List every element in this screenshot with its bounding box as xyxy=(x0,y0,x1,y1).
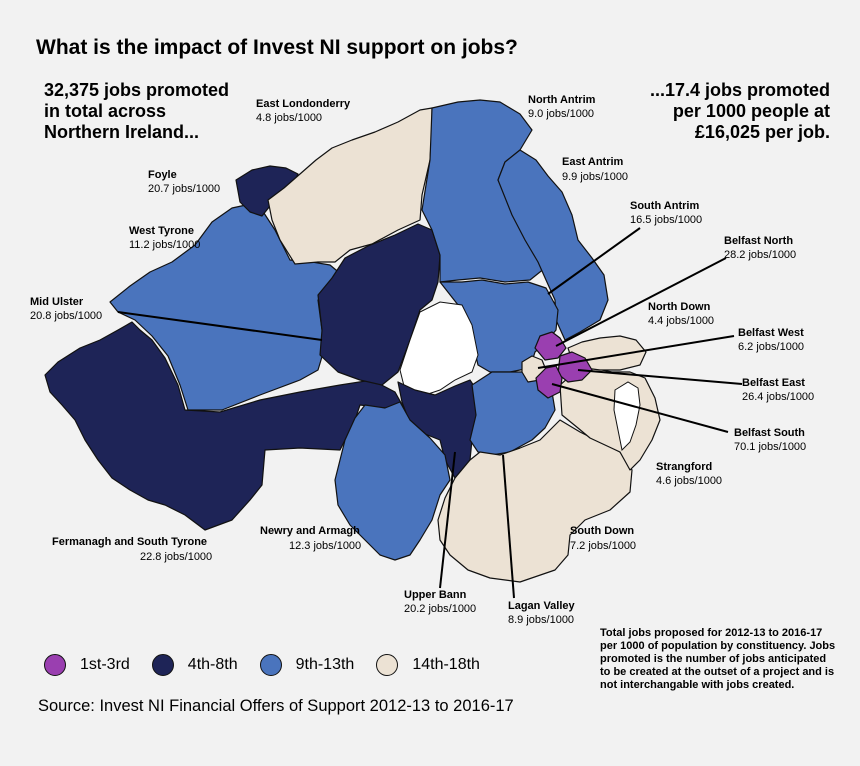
leader-line-south-antrim xyxy=(547,227,641,295)
legend-label: 14th-18th xyxy=(412,656,480,673)
label-name: Belfast North xyxy=(724,235,793,247)
total-jobs-line: Northern Ireland... xyxy=(44,122,200,142)
label-newry-and-armagh: Newry and Armagh 12.3 jobs/1000 xyxy=(260,525,361,552)
legend-swatch-9th-13th xyxy=(259,654,282,676)
label-value: 4.8 jobs/1000 xyxy=(256,112,322,124)
label-south-antrim: South Antrim 16.5 jobs/1000 xyxy=(630,200,702,226)
label-value: 22.8 jobs/1000 xyxy=(140,551,212,563)
label-fermanagh-and-south-tyrone: Fermanagh and South Tyrone 22.8 jobs/100… xyxy=(52,536,212,563)
leader-line-lagan-valley xyxy=(502,454,515,599)
label-name: Newry and Armagh xyxy=(260,525,360,537)
label-foyle: Foyle 20.7 jobs/1000 xyxy=(148,169,220,195)
legend-label: 9th-13th xyxy=(295,656,355,673)
total-jobs-line: in total across xyxy=(44,101,167,121)
leader-line-mid-ulster xyxy=(117,311,323,341)
region-fermanagh-and-south-tyrone[interactable] xyxy=(44,321,406,531)
leader-line-belfast-north xyxy=(555,257,727,347)
label-value: 28.2 jobs/1000 xyxy=(724,249,796,261)
label-west-tyrone: West Tyrone 11.2 jobs/1000 xyxy=(129,225,200,251)
legend-swatch-14th-18th xyxy=(376,654,399,676)
region-east-antrim[interactable] xyxy=(497,149,609,341)
source-note: Source: Invest NI Financial Offers of Su… xyxy=(38,697,514,715)
label-name: North Antrim xyxy=(528,94,596,106)
label-belfast-west: Belfast West 6.2 jobs/1000 xyxy=(738,327,804,353)
label-name: Belfast East xyxy=(742,377,805,389)
label-belfast-east: Belfast East 26.4 jobs/1000 xyxy=(742,377,814,403)
legend-swatch-1st-3rd xyxy=(44,654,66,676)
label-mid-ulster: Mid Ulster 20.8 jobs/1000 xyxy=(30,296,102,322)
label-value: 6.2 jobs/1000 xyxy=(738,341,804,353)
region-lagan-valley[interactable] xyxy=(469,371,556,456)
label-value: 4.4 jobs/1000 xyxy=(648,315,714,327)
leader-line-belfast-east xyxy=(577,369,743,385)
per-capita-statement: ...17.4 jobs promoted per 1000 people at… xyxy=(610,80,830,143)
legend-swatch-4th-8th xyxy=(151,654,174,676)
label-belfast-north: Belfast North 28.2 jobs/1000 xyxy=(724,235,796,261)
label-upper-bann: Upper Bann 20.2 jobs/1000 xyxy=(404,589,476,615)
leader-line-belfast-west xyxy=(537,335,735,369)
label-value: 7.2 jobs/1000 xyxy=(570,540,636,552)
label-name: Strangford xyxy=(656,461,712,473)
label-south-down: South Down 7.2 jobs/1000 xyxy=(570,525,636,552)
label-name: South Down xyxy=(570,525,634,537)
lough-neagh xyxy=(399,301,479,396)
legend-item: 14th-18th xyxy=(376,654,480,676)
label-north-antrim: North Antrim 9.0 jobs/1000 xyxy=(528,94,596,120)
total-jobs-line: 32,375 jobs promoted xyxy=(44,80,230,100)
legend-item: 4th-8th xyxy=(151,654,238,676)
page-title: What is the impact of Invest NI support … xyxy=(36,36,518,59)
label-value: 20.2 jobs/1000 xyxy=(404,603,476,615)
label-name: Fermanagh and South Tyrone xyxy=(52,536,207,548)
label-value: 26.4 jobs/1000 xyxy=(742,391,814,403)
per-capita-line: ...17.4 jobs promoted xyxy=(649,80,830,100)
total-jobs-statement: 32,375 jobs promoted in total across Nor… xyxy=(44,80,264,143)
leader-line-upper-bann xyxy=(439,451,456,589)
label-strangford: Strangford 4.6 jobs/1000 xyxy=(656,461,722,487)
label-name: South Antrim xyxy=(630,200,699,212)
label-name: East Londonderry xyxy=(256,98,351,110)
label-east-londonderry: East Londonderry 4.8 jobs/1000 xyxy=(256,98,351,124)
legend: 1st-3rd 4th-8th 9th-13th 14th-18th xyxy=(44,654,502,676)
per-capita-line: £16,025 per job. xyxy=(694,122,830,142)
region-newry-and-armagh[interactable] xyxy=(334,401,451,561)
label-name: West Tyrone xyxy=(129,225,194,237)
label-east-antrim: East Antrim 9.9 jobs/1000 xyxy=(562,156,628,183)
region-mid-ulster[interactable] xyxy=(317,223,441,386)
label-value: 9.0 jobs/1000 xyxy=(528,108,594,120)
label-belfast-south: Belfast South 70.1 jobs/1000 xyxy=(734,427,806,453)
label-value: 11.2 jobs/1000 xyxy=(129,239,200,251)
legend-label: 4th-8th xyxy=(187,656,238,673)
label-value: 8.9 jobs/1000 xyxy=(508,614,574,626)
label-lagan-valley: Lagan Valley 8.9 jobs/1000 xyxy=(508,600,576,626)
strangford-lough xyxy=(613,381,641,452)
legend-label: 1st-3rd xyxy=(80,656,130,673)
label-value: 20.8 jobs/1000 xyxy=(30,310,102,322)
label-name: Belfast South xyxy=(734,427,805,439)
label-name: Foyle xyxy=(148,169,177,181)
label-name: Belfast West xyxy=(738,327,804,339)
region-south-down[interactable] xyxy=(437,419,633,583)
leader-line-belfast-south xyxy=(551,383,729,433)
label-value: 16.5 jobs/1000 xyxy=(630,214,702,226)
label-name: Mid Ulster xyxy=(30,296,84,308)
label-value: 9.9 jobs/1000 xyxy=(562,171,628,183)
legend-item: 9th-13th xyxy=(259,654,355,676)
methodology-note: Total jobs proposed for 2012-13 to 2016-… xyxy=(600,627,836,691)
label-value: 4.6 jobs/1000 xyxy=(656,475,722,487)
label-name: East Antrim xyxy=(562,156,624,168)
label-value: 20.7 jobs/1000 xyxy=(148,183,220,195)
per-capita-line: per 1000 people at xyxy=(672,101,830,121)
label-name: North Down xyxy=(648,301,711,313)
legend-item: 1st-3rd xyxy=(44,654,130,676)
label-value: 12.3 jobs/1000 xyxy=(289,540,361,552)
label-name: Lagan Valley xyxy=(508,600,576,612)
label-north-down: North Down 4.4 jobs/1000 xyxy=(648,301,714,327)
label-name: Upper Bann xyxy=(404,589,467,601)
label-value: 70.1 jobs/1000 xyxy=(734,441,806,453)
region-belfast-south[interactable] xyxy=(535,365,563,399)
